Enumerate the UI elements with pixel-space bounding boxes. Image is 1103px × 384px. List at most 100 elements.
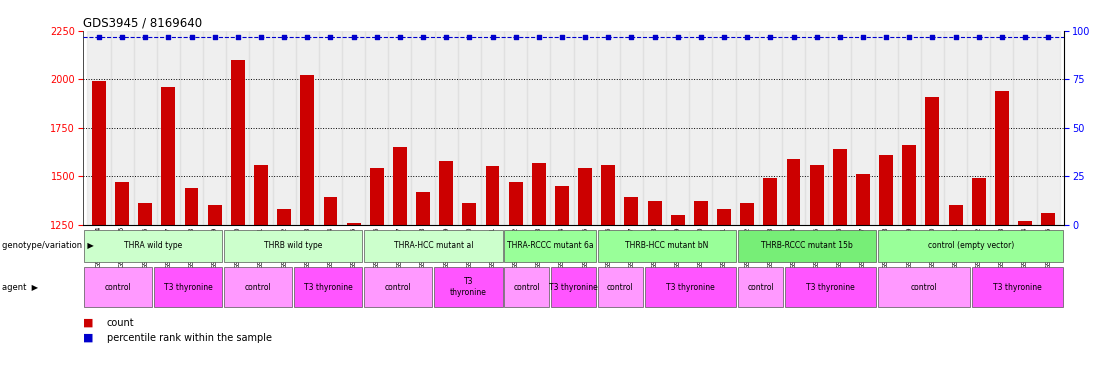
Bar: [1018, 221, 1032, 384]
Text: percentile rank within the sample: percentile rank within the sample: [107, 333, 272, 343]
Bar: [878, 267, 970, 307]
Point: [461, 33, 479, 40]
Bar: [226, 31, 249, 225]
Text: GDS3945 / 8169640: GDS3945 / 8169640: [83, 17, 202, 30]
Bar: [643, 31, 666, 225]
Point: [276, 33, 293, 40]
Bar: [296, 31, 319, 225]
Bar: [504, 31, 527, 225]
Bar: [578, 169, 592, 384]
Bar: [921, 31, 944, 225]
Point: [531, 33, 548, 40]
Point: [345, 33, 363, 40]
Bar: [84, 230, 222, 262]
Bar: [898, 31, 921, 225]
Bar: [944, 31, 967, 225]
Bar: [439, 161, 453, 384]
Bar: [740, 203, 754, 384]
Point: [253, 33, 270, 40]
Point: [715, 33, 732, 40]
Bar: [481, 31, 504, 225]
Text: T3
thyronine: T3 thyronine: [450, 277, 486, 297]
Text: THRA-RCCC mutant 6a: THRA-RCCC mutant 6a: [507, 241, 593, 250]
Bar: [87, 31, 110, 225]
Bar: [598, 267, 643, 307]
Point: [160, 33, 178, 40]
Bar: [224, 230, 362, 262]
Bar: [161, 87, 175, 384]
Bar: [231, 60, 245, 384]
Bar: [666, 31, 689, 225]
Bar: [738, 230, 877, 262]
Bar: [624, 197, 639, 384]
Bar: [184, 188, 199, 384]
Point: [993, 33, 1010, 40]
Bar: [115, 182, 129, 384]
Text: control: control: [245, 283, 271, 291]
Point: [970, 33, 987, 40]
Point: [229, 33, 247, 40]
Bar: [1014, 31, 1037, 225]
Point: [114, 33, 131, 40]
Bar: [319, 31, 342, 225]
Point: [438, 33, 456, 40]
Text: control: control: [911, 283, 938, 291]
Point: [322, 33, 340, 40]
Bar: [157, 31, 180, 225]
Bar: [713, 31, 736, 225]
Bar: [601, 164, 615, 384]
Bar: [416, 192, 430, 384]
Bar: [597, 31, 620, 225]
Bar: [393, 147, 407, 384]
Bar: [972, 178, 986, 384]
Text: agent  ▶: agent ▶: [2, 283, 39, 291]
Bar: [620, 31, 643, 225]
Bar: [902, 145, 917, 384]
Bar: [598, 230, 736, 262]
Bar: [435, 267, 503, 307]
Point: [946, 33, 964, 40]
Text: T3 thyronine: T3 thyronine: [549, 283, 598, 291]
Point: [137, 33, 154, 40]
Point: [576, 33, 593, 40]
Point: [206, 33, 224, 40]
Bar: [203, 31, 226, 225]
Bar: [852, 31, 875, 225]
Bar: [458, 31, 481, 225]
Bar: [574, 31, 597, 225]
Bar: [435, 31, 458, 225]
Text: T3 thyronine: T3 thyronine: [666, 283, 715, 291]
Text: control: control: [607, 283, 634, 291]
Bar: [153, 267, 222, 307]
Point: [392, 33, 409, 40]
Bar: [671, 215, 685, 384]
Bar: [736, 31, 759, 225]
Bar: [785, 267, 877, 307]
Text: count: count: [107, 318, 135, 328]
Point: [784, 33, 802, 40]
Bar: [346, 223, 361, 384]
Bar: [555, 186, 569, 384]
Bar: [84, 267, 152, 307]
Text: T3 thyronine: T3 thyronine: [806, 283, 855, 291]
Bar: [504, 267, 549, 307]
Point: [368, 33, 386, 40]
Bar: [411, 31, 435, 225]
Bar: [972, 267, 1063, 307]
Bar: [504, 230, 596, 262]
Bar: [689, 31, 713, 225]
Point: [554, 33, 571, 40]
Bar: [92, 81, 106, 384]
Bar: [110, 31, 133, 225]
Bar: [717, 209, 731, 384]
Bar: [763, 178, 778, 384]
Text: control (empty vector): control (empty vector): [928, 241, 1014, 250]
Text: T3 thyronine: T3 thyronine: [163, 283, 212, 291]
Bar: [462, 203, 476, 384]
Bar: [805, 31, 828, 225]
Point: [183, 33, 201, 40]
Bar: [370, 169, 384, 384]
Bar: [1041, 213, 1056, 384]
Point: [877, 33, 895, 40]
Point: [923, 33, 941, 40]
